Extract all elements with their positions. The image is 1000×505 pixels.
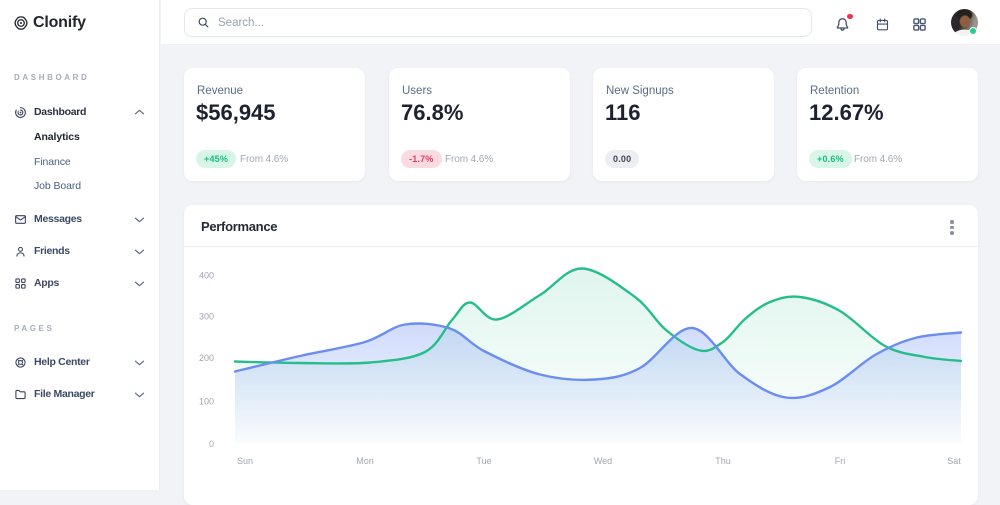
svg-text:200: 200: [199, 353, 214, 363]
svg-text:Tue: Tue: [476, 456, 491, 466]
svg-text:0: 0: [209, 439, 214, 449]
svg-text:300: 300: [199, 312, 214, 322]
svg-text:400: 400: [199, 271, 214, 281]
svg-text:Sat: Sat: [947, 456, 961, 466]
svg-text:Mon: Mon: [356, 456, 374, 466]
svg-text:Wed: Wed: [594, 456, 612, 466]
svg-text:Sun: Sun: [237, 456, 253, 466]
svg-text:Thu: Thu: [715, 456, 731, 466]
svg-text:Fri: Fri: [835, 456, 846, 466]
svg-text:100: 100: [199, 396, 214, 406]
